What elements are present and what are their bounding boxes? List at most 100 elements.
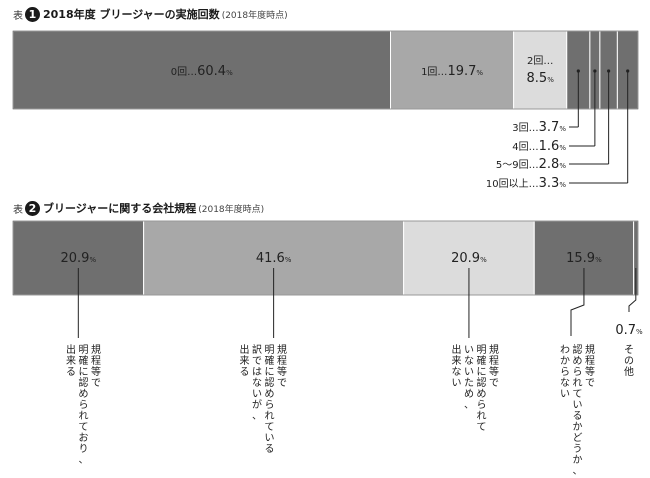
bar2-category-label-char: そ [624,344,634,356]
bar2-category-label-char: の [624,356,634,367]
bar2-category-label-char: て [477,422,487,433]
bar2-category-label-char: 程 [489,355,499,367]
bar2-value-label: 0.7 [615,323,636,338]
bar2-category-label-char: な [252,377,262,389]
bar2-category-label-char: れ [477,410,487,422]
bar2-category-label-char: で [585,378,595,389]
bar2-category-label-char: か [573,421,583,433]
chart2-title: ブリージャーに関する会社規程 [43,202,197,215]
bar2-category-label-char: る [265,443,275,455]
bar2-category-label-char: て [573,389,583,400]
chart2-prefix: 表 [13,204,23,216]
bar2-category-label-char: ど [573,432,583,444]
bar1-label: 4回…1.6% [512,139,566,154]
chart2-number-badge: 2 [25,200,40,216]
bar1-label: 0回…60.4% [171,64,233,79]
bar2-value-label: 20.9 [61,251,90,266]
bar2-category-label-char: 規 [91,344,101,356]
bar2-category-label-char: 等 [91,365,101,378]
bar2-value-label: 15.9 [566,251,595,266]
bar1-outline [12,30,639,110]
bar2-category-label: 規程等で 明確に認められて いないため、 出来ない [452,343,500,433]
bar2-category-label-char: で [91,378,101,389]
bar2-category-label-char: め [79,388,89,400]
leader-line [628,268,637,312]
bar1-label: 1回…19.7% [421,64,483,79]
bar2-category-label-char: 等 [489,365,499,378]
bar2-category-label-char: 来 [66,355,76,367]
bar2-category-label-char: 程 [585,355,595,367]
bar2-category-label-char: め [477,388,487,400]
bar1-unit: % [559,181,566,189]
bar2-category-label-char: 他 [624,365,634,378]
bar2-value-label: 20.9 [451,251,480,266]
bar2-category-label-char: な [560,377,570,389]
callout-dot [576,69,580,73]
chart2-heading: 表 2 ブリージャーに関する会社規程 (2018年度時点) [13,200,264,216]
bar2-category-label-char: て [79,422,89,433]
bar2-category-label-char: ら [477,399,487,411]
bar2-category-label-char: 確 [265,354,275,367]
bar2-category-label-char: 訳 [252,343,262,356]
bar2-category-label-char: 規 [489,344,499,356]
bar2-category-label-char: か [573,454,583,466]
bar2-category-label-char: 認 [265,376,275,389]
bar2-category-label-char: る [66,366,76,378]
bar2-category-label-char: い [252,389,262,400]
bar2-category-label-char: 来 [240,355,250,367]
bar2-category-label-char: め [573,355,583,367]
bar1-unit: % [226,69,233,77]
bar2-category-label-char: る [240,366,250,378]
bar1-value-label: 60.4 [197,64,226,79]
bar2-category-label-char: 認 [79,376,89,389]
bar2-label: 41.6% [256,251,292,266]
bar2-category-label-char: 程 [91,355,101,367]
bar2-category-label-char: 明 [477,344,487,356]
bar1-value-label: 1.6 [539,139,560,154]
bar2-outline [12,220,639,296]
bar1-segment [513,30,568,110]
bar1-category-label: 10回以上… [486,178,539,190]
bar2-category-label-char: 、 [464,400,474,411]
bar2-value-label: 41.6 [256,251,285,266]
bar2-category-label-char: で [489,378,499,389]
bar2-category-label-char: 出 [452,343,462,356]
bar2-category-label-char: い [573,400,583,411]
bar2-category-label-char: 出 [240,343,250,356]
bar1-unit: % [559,125,566,133]
chart1-number-badge: 1 [25,6,40,22]
chart1-title: 2018年度 ブリージャーの実施回数 [43,8,220,21]
bar2-category-label-char: 確 [477,354,487,367]
bar2-category-label-char: な [452,366,462,378]
bar1-category-label: 0回… [171,66,197,78]
bar1-unit: % [559,162,566,170]
bar1-label: 3回…3.7% [512,120,566,135]
bar2-category-label-char: 明 [265,344,275,356]
bar2-category-label-char: れ [573,377,583,389]
bar2-category-label-char: 確 [79,354,89,367]
bar2-unit: % [480,256,487,264]
bar1-value-label: 19.7 [447,64,476,79]
chart2-subtitle: (2018年度時点) [198,204,265,215]
bar2-category-label-char: に [477,366,487,378]
bar2-label: 0.7% [615,323,643,338]
bar2-category-label-char: れ [79,410,89,422]
bar2-category-label-char: わ [560,344,570,356]
bar2-category-label-char: ら [79,399,89,411]
bar2-category-label-char: る [573,410,583,422]
bar2-category-label-char: 明 [79,344,89,356]
bar2-category-label-char: め [265,388,275,400]
bar2-category-label-char: ら [573,366,583,378]
bar2-category-label-char: い [265,433,275,444]
bar2-category-label-char: 規 [277,344,287,356]
bar2-category-label-char: り [79,443,89,455]
chart1-prefix: 表 [13,10,23,22]
bar2-category-label-char: 、 [252,411,262,422]
bar1-value-label: 3.3 [539,176,560,191]
bar2-unit: % [595,256,602,264]
bar1-category-label: 2回… [527,55,553,67]
bar2-category-label-char: に [265,366,275,378]
bar2-category-label-char: 、 [573,466,583,477]
bar2-category-label: 規程等で 明確に認められており、 出来る [66,343,101,466]
bar1-unit: % [559,144,566,152]
